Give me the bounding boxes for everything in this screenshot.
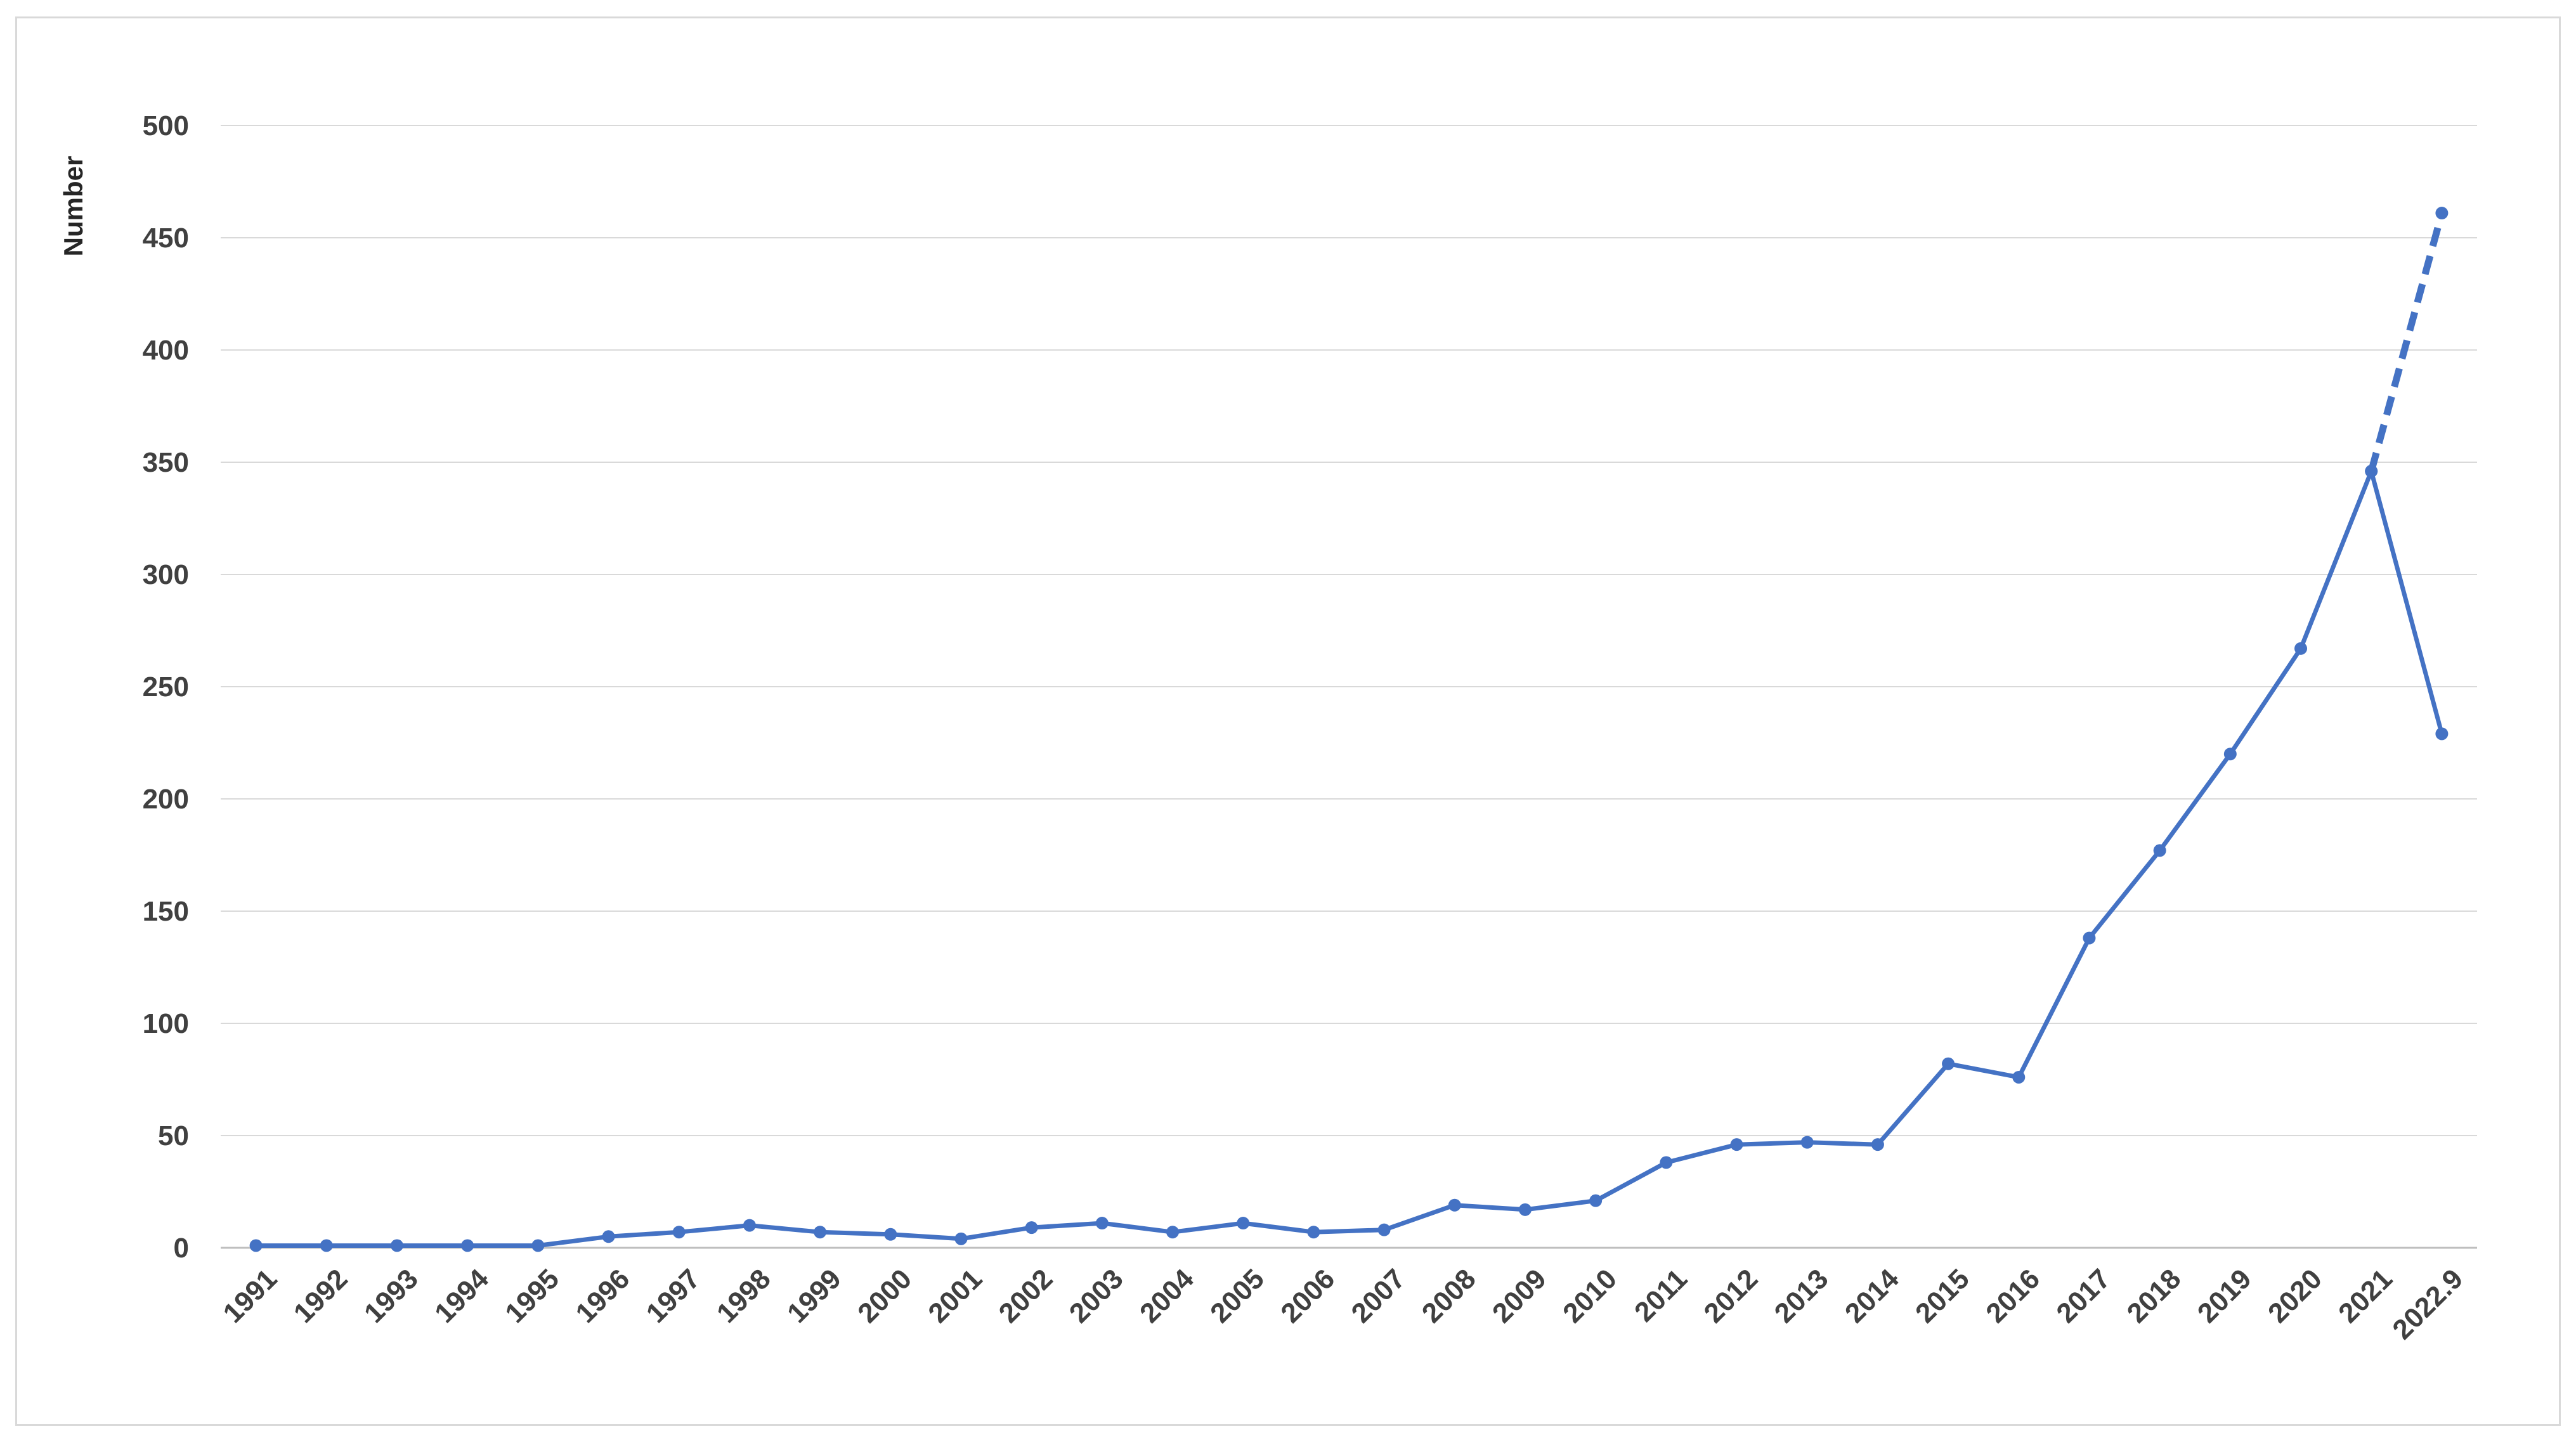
data-point <box>672 1226 686 1239</box>
data-point <box>2223 748 2237 761</box>
x-tick-label: 1998 <box>711 1263 777 1329</box>
projection-line <box>2367 212 2445 472</box>
data-point <box>1095 1217 1109 1230</box>
data-point <box>1377 1223 1391 1236</box>
y-tick-label: 200 <box>143 784 189 815</box>
data-point <box>2294 642 2308 655</box>
y-tick-label: 500 <box>143 110 189 141</box>
x-tick-label: 2019 <box>2192 1263 2258 1329</box>
x-tick-label: 2014 <box>1839 1263 1905 1329</box>
series-lines <box>256 212 2445 1248</box>
data-point <box>461 1239 474 1252</box>
data-point <box>1448 1198 1461 1212</box>
x-tick-label: 2005 <box>1204 1263 1270 1329</box>
data-point <box>2365 465 2378 478</box>
data-point <box>531 1239 545 1252</box>
data-point <box>1307 1226 1320 1239</box>
x-tick-label: 2010 <box>1557 1263 1623 1329</box>
data-point <box>2012 1070 2026 1084</box>
y-tick-label: 50 <box>158 1120 189 1151</box>
x-tick-label: 2012 <box>1698 1263 1764 1329</box>
data-points <box>249 207 2449 1252</box>
data-point <box>2153 844 2166 857</box>
y-tick-label: 300 <box>143 559 189 590</box>
data-point <box>743 1219 756 1232</box>
data-point <box>320 1239 333 1252</box>
y-tick-label: 350 <box>143 447 189 478</box>
x-tick-label: 2011 <box>1629 1263 1693 1328</box>
series-line <box>256 469 2444 1248</box>
x-tick-label: 1994 <box>429 1263 495 1329</box>
x-tick-label: 1992 <box>288 1263 354 1329</box>
x-tick-label: 2020 <box>2262 1263 2328 1329</box>
data-point <box>2435 207 2449 220</box>
y-tick-label: 150 <box>143 896 189 927</box>
data-point <box>1518 1203 1532 1216</box>
data-point <box>1871 1138 1884 1151</box>
data-point <box>1237 1217 1250 1230</box>
x-tick-label: 2018 <box>2121 1263 2187 1329</box>
data-point <box>2435 727 2449 741</box>
x-tick-label: 1995 <box>499 1263 565 1329</box>
x-tick-label: 2004 <box>1134 1263 1200 1329</box>
x-tick-label: 2013 <box>1769 1263 1835 1329</box>
y-tick-label: 450 <box>143 223 189 254</box>
x-tick-label: 1991 <box>218 1263 283 1329</box>
data-point <box>1730 1138 1743 1151</box>
x-tick-label: 2017 <box>2050 1263 2116 1329</box>
x-tick-label: 2003 <box>1064 1263 1129 1329</box>
x-tick-label: 2001 <box>922 1263 988 1329</box>
y-tick-label: 250 <box>143 671 189 703</box>
data-point <box>1166 1226 1180 1239</box>
x-tick-label: 2021 <box>2332 1263 2398 1329</box>
gridlines <box>221 125 2477 1249</box>
x-tick-label: 1996 <box>570 1263 636 1329</box>
y-tick-label: 100 <box>143 1008 189 1039</box>
y-axis-ticks: 0 50 100 150 200 250 300 350 400 450 500 <box>143 110 189 1264</box>
chart-frame <box>15 16 2561 1426</box>
x-tick-label: 1999 <box>781 1263 847 1329</box>
x-tick-label: 2000 <box>852 1263 918 1329</box>
x-tick-label: 2008 <box>1416 1263 1482 1329</box>
data-point <box>1942 1057 1955 1070</box>
x-tick-label: 1997 <box>641 1263 706 1329</box>
data-point <box>814 1226 827 1239</box>
x-tick-label: 2016 <box>1980 1263 2046 1329</box>
data-point <box>884 1228 897 1241</box>
x-tick-label: 2022.9 <box>2386 1263 2469 1345</box>
x-tick-label: 1993 <box>358 1263 424 1329</box>
data-point <box>249 1239 263 1252</box>
data-point <box>390 1239 403 1252</box>
x-tick-label: 2007 <box>1346 1263 1412 1329</box>
data-point <box>1589 1194 1603 1207</box>
data-point <box>1800 1136 1814 1149</box>
y-tick-label: 400 <box>143 335 189 366</box>
x-tick-label: 2006 <box>1275 1263 1341 1329</box>
x-tick-label: 2009 <box>1486 1263 1552 1329</box>
data-point <box>954 1232 968 1245</box>
y-axis-title: Number <box>58 156 88 257</box>
x-tick-label: 2015 <box>1909 1263 1975 1329</box>
data-point <box>1660 1156 1673 1169</box>
data-point <box>602 1230 615 1243</box>
x-tick-label: 2002 <box>993 1263 1059 1329</box>
x-axis-ticks: 1991 1992 1993 1994 1995 1996 1997 1998 1999 2000… <box>218 1263 2469 1345</box>
data-point <box>2083 931 2096 945</box>
y-tick-label: 0 <box>174 1233 189 1264</box>
data-point <box>1025 1221 1038 1234</box>
